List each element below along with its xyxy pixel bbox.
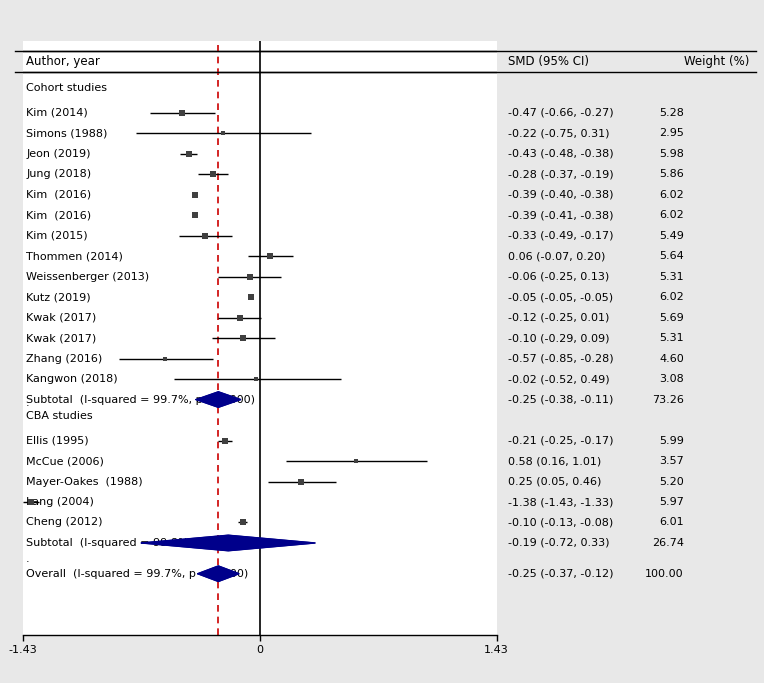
Text: 5.98: 5.98 [659, 149, 684, 158]
Text: -0.39 (-0.40, -0.38): -0.39 (-0.40, -0.38) [508, 190, 613, 199]
Text: Subtotal  (I-squared = 99.8%, p = 0.000): Subtotal (I-squared = 99.8%, p = 0.000) [26, 538, 255, 548]
Text: 2.95: 2.95 [659, 128, 684, 138]
Text: 5.99: 5.99 [659, 436, 684, 445]
Text: 0.06 (-0.07, 0.20): 0.06 (-0.07, 0.20) [508, 251, 605, 261]
Text: -1.38 (-1.43, -1.33): -1.38 (-1.43, -1.33) [508, 497, 613, 507]
Text: -0.10 (-0.29, 0.09): -0.10 (-0.29, 0.09) [508, 333, 610, 343]
Text: Mayer-Oakes  (1988): Mayer-Oakes (1988) [26, 477, 143, 486]
Polygon shape [198, 566, 239, 581]
Text: 6.02: 6.02 [659, 210, 684, 220]
Text: Kutz (2019): Kutz (2019) [26, 292, 91, 302]
Text: -0.57 (-0.85, -0.28): -0.57 (-0.85, -0.28) [508, 354, 613, 363]
Text: .: . [26, 555, 30, 564]
Text: Lang (2004): Lang (2004) [26, 497, 94, 507]
Text: -0.25 (-0.37, -0.12): -0.25 (-0.37, -0.12) [508, 569, 613, 579]
Polygon shape [196, 392, 241, 407]
Text: 5.28: 5.28 [659, 108, 684, 117]
Text: 3.08: 3.08 [659, 374, 684, 384]
Text: 73.26: 73.26 [652, 395, 684, 404]
Text: 0.58 (0.16, 1.01): 0.58 (0.16, 1.01) [508, 456, 601, 466]
Text: 5.31: 5.31 [659, 333, 684, 343]
Text: -0.22 (-0.75, 0.31): -0.22 (-0.75, 0.31) [508, 128, 610, 138]
Text: -0.39 (-0.41, -0.38): -0.39 (-0.41, -0.38) [508, 210, 613, 220]
Text: Kim (2015): Kim (2015) [26, 231, 88, 240]
Text: -0.47 (-0.66, -0.27): -0.47 (-0.66, -0.27) [508, 108, 613, 117]
Text: Author, year: Author, year [26, 55, 100, 68]
Text: 5.86: 5.86 [659, 169, 684, 179]
Text: -0.05 (-0.05, -0.05): -0.05 (-0.05, -0.05) [508, 292, 613, 302]
Text: 0.25 (0.05, 0.46): 0.25 (0.05, 0.46) [508, 477, 601, 486]
Text: -0.43 (-0.48, -0.38): -0.43 (-0.48, -0.38) [508, 149, 613, 158]
Text: Ellis (1995): Ellis (1995) [26, 436, 89, 445]
Text: -0.10 (-0.13, -0.08): -0.10 (-0.13, -0.08) [508, 518, 613, 527]
Text: Kangwon (2018): Kangwon (2018) [26, 374, 118, 384]
Text: -0.02 (-0.52, 0.49): -0.02 (-0.52, 0.49) [508, 374, 610, 384]
Text: Cheng (2012): Cheng (2012) [26, 518, 102, 527]
Text: Kim (2014): Kim (2014) [26, 108, 88, 117]
Text: Weight (%): Weight (%) [684, 55, 749, 68]
Text: Subtotal  (I-squared = 99.7%, p = 0.000): Subtotal (I-squared = 99.7%, p = 0.000) [26, 395, 255, 404]
Text: -0.06 (-0.25, 0.13): -0.06 (-0.25, 0.13) [508, 272, 610, 281]
Text: Kim  (2016): Kim (2016) [26, 210, 92, 220]
Text: 100.00: 100.00 [645, 569, 684, 579]
Text: Kwak (2017): Kwak (2017) [26, 313, 96, 322]
Text: -0.21 (-0.25, -0.17): -0.21 (-0.25, -0.17) [508, 436, 613, 445]
Text: 5.49: 5.49 [659, 231, 684, 240]
Text: 5.64: 5.64 [659, 251, 684, 261]
Text: Kwak (2017): Kwak (2017) [26, 333, 96, 343]
Text: Jeon (2019): Jeon (2019) [26, 149, 91, 158]
Text: Kim  (2016): Kim (2016) [26, 190, 92, 199]
Text: 5.69: 5.69 [659, 313, 684, 322]
Text: 4.60: 4.60 [659, 354, 684, 363]
Text: -0.12 (-0.25, 0.01): -0.12 (-0.25, 0.01) [508, 313, 610, 322]
Text: Thommen (2014): Thommen (2014) [26, 251, 123, 261]
Text: Jung (2018): Jung (2018) [26, 169, 92, 179]
Polygon shape [141, 535, 316, 550]
Text: Cohort studies: Cohort studies [26, 83, 107, 93]
Text: -0.33 (-0.49, -0.17): -0.33 (-0.49, -0.17) [508, 231, 613, 240]
Text: Overall  (I-squared = 99.7%, p = 0.000): Overall (I-squared = 99.7%, p = 0.000) [26, 569, 248, 579]
Text: McCue (2006): McCue (2006) [26, 456, 104, 466]
Text: CBA studies: CBA studies [26, 411, 93, 421]
Text: 26.74: 26.74 [652, 538, 684, 548]
Text: 6.02: 6.02 [659, 190, 684, 199]
Text: -0.19 (-0.72, 0.33): -0.19 (-0.72, 0.33) [508, 538, 610, 548]
Text: 6.02: 6.02 [659, 292, 684, 302]
Text: 5.20: 5.20 [659, 477, 684, 486]
Text: Zhang (2016): Zhang (2016) [26, 354, 102, 363]
Text: 3.57: 3.57 [659, 456, 684, 466]
Text: 5.97: 5.97 [659, 497, 684, 507]
Text: Simons (1988): Simons (1988) [26, 128, 108, 138]
Text: 5.31: 5.31 [659, 272, 684, 281]
Text: -0.25 (-0.38, -0.11): -0.25 (-0.38, -0.11) [508, 395, 613, 404]
Text: -0.28 (-0.37, -0.19): -0.28 (-0.37, -0.19) [508, 169, 613, 179]
Text: 6.01: 6.01 [659, 518, 684, 527]
Text: SMD (95% CI): SMD (95% CI) [508, 55, 589, 68]
Text: .: . [26, 398, 30, 408]
Text: Weissenberger (2013): Weissenberger (2013) [26, 272, 149, 281]
